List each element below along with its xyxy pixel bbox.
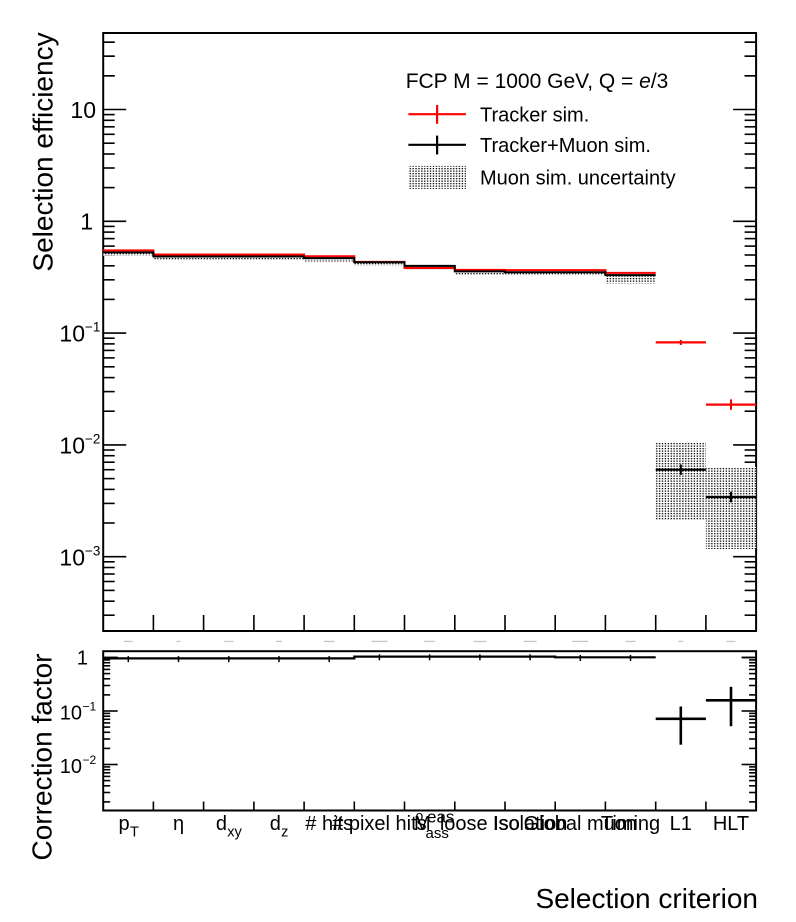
svg-text:−3: −3	[85, 543, 100, 558]
svg-text:10: 10	[60, 702, 82, 724]
svg-text:Timing: Timing	[601, 813, 660, 835]
svg-text:Tracker sim.: Tracker sim.	[480, 104, 589, 126]
svg-text:Muon sim. uncertainty: Muon sim. uncertainty	[480, 168, 676, 190]
svg-text:xy: xy	[227, 825, 242, 841]
svg-text:10: 10	[59, 433, 85, 459]
svg-text:eas: eas	[427, 808, 454, 827]
svg-text:1: 1	[80, 209, 93, 235]
svg-text:L1: L1	[670, 813, 692, 835]
svg-text:−2: −2	[83, 753, 97, 767]
svg-text:o: o	[416, 808, 424, 824]
svg-text:10: 10	[59, 544, 85, 570]
svg-text:p: p	[119, 813, 130, 835]
svg-text:Selection criterion: Selection criterion	[535, 883, 758, 914]
svg-text:1: 1	[77, 648, 88, 670]
svg-text:# pixel hits: # pixel hits	[332, 813, 427, 835]
svg-text:T: T	[130, 825, 139, 841]
svg-text:η: η	[173, 813, 184, 835]
svg-text:Correction factor: Correction factor	[27, 654, 58, 861]
svg-text:d: d	[270, 813, 281, 835]
svg-text:−2: −2	[85, 432, 100, 447]
svg-text:Tracker+Muon sim.: Tracker+Muon sim.	[480, 135, 651, 157]
svg-text:Selection efficiency: Selection efficiency	[28, 32, 59, 271]
svg-text:FCP M = 1000 GeV, Q = e/3: FCP M = 1000 GeV, Q = e/3	[406, 70, 669, 93]
svg-text:Global muon: Global muon	[524, 813, 637, 835]
svg-text:Isolation: Isolation	[493, 813, 568, 835]
svg-text:10: 10	[60, 756, 82, 778]
svg-text:−1: −1	[85, 320, 100, 335]
svg-text:loose Iso: loose Iso	[440, 813, 520, 835]
svg-text:# hits: # hits	[305, 813, 353, 835]
svg-text:10: 10	[59, 321, 85, 347]
svg-text:ass: ass	[426, 825, 449, 842]
svg-text:z: z	[281, 825, 288, 841]
svg-text:10: 10	[70, 97, 96, 123]
svg-text:M: M	[414, 813, 431, 835]
svg-text:d: d	[216, 813, 227, 835]
svg-text:−1: −1	[83, 700, 97, 714]
svg-text:HLT: HLT	[713, 813, 749, 835]
